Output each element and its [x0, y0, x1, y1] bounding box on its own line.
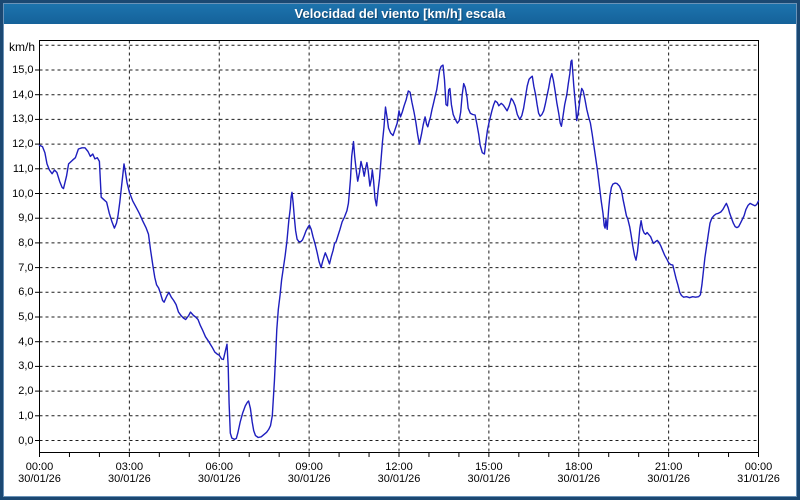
x-axis-label: 00:00 30/01/26	[4, 461, 76, 485]
y-axis-label: 15,0	[12, 64, 34, 76]
y-axis-label: 11,0	[12, 162, 34, 175]
x-axis-time: 15:00	[475, 461, 503, 473]
y-axis-label: 6,0	[18, 286, 34, 299]
x-axis-date: 30/01/26	[18, 473, 61, 485]
y-axis-label: 4,0	[18, 335, 34, 348]
x-axis-time: 12:00	[385, 461, 413, 473]
y-axis-label: 14,0	[12, 88, 34, 101]
x-axis-date: 30/01/26	[647, 473, 691, 485]
wind-speed-line	[38, 59, 760, 440]
y-axis-unit-label: km/h	[9, 40, 36, 54]
x-axis-date: 31/01/26	[737, 473, 780, 485]
x-axis-time: 18:00	[564, 461, 593, 473]
window-titlebar: Velocidad del viento [km/h] escala	[3, 3, 797, 24]
y-axis-label: 10,0	[12, 187, 34, 200]
x-axis-date: 30/01/26	[197, 473, 241, 485]
x-axis-label: 12:00 30/01/26	[363, 461, 435, 485]
y-axis-label: 3,0	[18, 360, 34, 373]
x-axis-date: 30/01/26	[467, 473, 511, 485]
y-axis-label: 12,0	[12, 138, 34, 151]
plot-border	[39, 40, 759, 453]
y-axis-label: 1,0	[18, 409, 34, 422]
x-axis-label: 03:00 30/01/26	[93, 461, 165, 485]
y-axis-label: 0,0	[18, 434, 34, 447]
x-axis-time: 06:00	[205, 461, 234, 473]
x-axis-time: 09:00	[295, 461, 323, 473]
x-axis-time: 00:00	[744, 461, 773, 473]
x-axis-date: 30/01/26	[107, 473, 151, 485]
axis-ticks	[35, 69, 759, 457]
y-axis-label: 2,0	[18, 385, 34, 398]
x-axis-time: 21:00	[654, 461, 683, 473]
window-title: Velocidad del viento [km/h] escala	[294, 6, 506, 21]
x-axis-label: 15:00 30/01/26	[453, 461, 525, 485]
x-axis-label: 06:00 30/01/26	[183, 461, 255, 485]
x-axis-date: 30/01/26	[377, 473, 421, 485]
x-axis-time: 00:00	[25, 461, 54, 473]
y-axis-label: 8,0	[18, 236, 34, 249]
x-axis-label: 00:00 31/01/26	[723, 461, 795, 485]
x-axis-time: 03:00	[115, 461, 144, 473]
y-axis-label: 9,0	[18, 212, 34, 225]
gridlines	[39, 40, 759, 453]
x-axis-label: 21:00 30/01/26	[633, 461, 705, 485]
y-axis-label: 7,0	[18, 261, 34, 274]
x-axis-date: 30/01/26	[557, 473, 601, 485]
x-axis-label: 09:00 30/01/26	[273, 461, 345, 485]
y-axis-label: 13,0	[12, 113, 34, 126]
x-axis-label: 18:00 30/01/26	[543, 461, 615, 485]
x-axis-date: 30/01/26	[287, 473, 331, 485]
y-axis-label: 5,0	[18, 311, 34, 323]
